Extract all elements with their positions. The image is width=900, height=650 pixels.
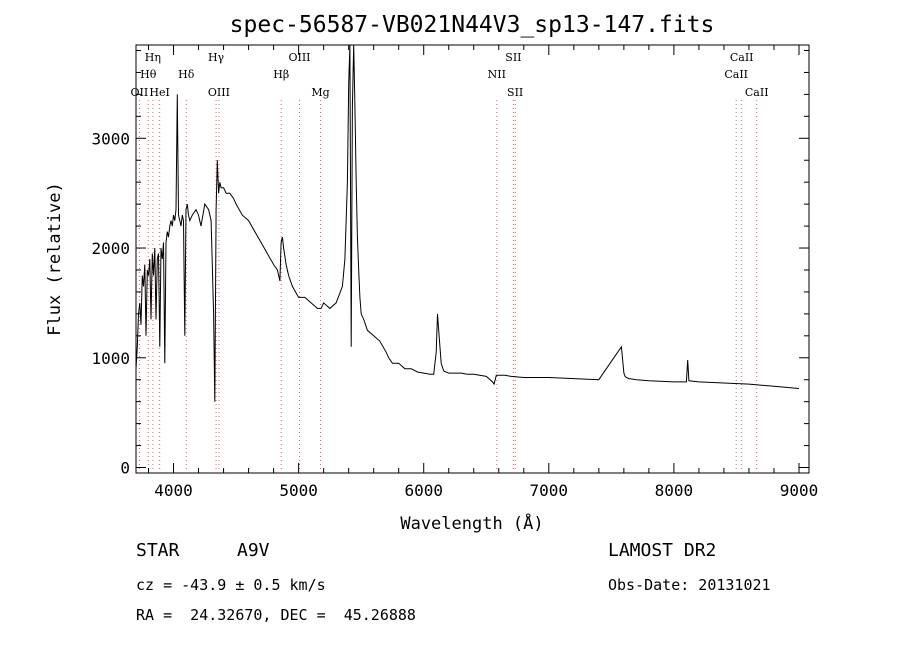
y-tick-label: 3000 — [91, 129, 130, 148]
x-tick-label: 7000 — [530, 481, 569, 500]
axis-ticks: 4000 5000 6000 7000 8000 9000 0 1000 2000 3000 — [91, 45, 818, 500]
marker-label: CaII — [745, 86, 769, 99]
plot-frame — [135, 44, 810, 474]
marker-label: CaII — [724, 68, 748, 81]
survey-name: LAMOST DR2 — [608, 540, 717, 561]
object-subclass: A9V — [237, 540, 270, 561]
y-axis-label: Flux (relative) — [45, 182, 65, 336]
marker-label: HeI — [149, 86, 169, 99]
x-tick-label: 5000 — [279, 481, 318, 500]
obs-date: Obs-Date: 20131021 — [608, 576, 771, 594]
marker-label: CaII — [730, 51, 754, 64]
marker-label: Hδ — [178, 68, 195, 81]
y-tick-label: 2000 — [91, 239, 130, 258]
marker-label: Mg — [311, 86, 329, 99]
marker-label: OIII — [288, 51, 310, 64]
y-tick-label: 0 — [120, 459, 130, 478]
marker-label: Hβ — [273, 68, 289, 81]
spectrum-line — [135, 44, 800, 402]
x-tick-label: 4000 — [154, 481, 193, 500]
x-tick-label: 6000 — [404, 481, 443, 500]
redshift-text: cz = -43.9 ± 0.5 km/s — [136, 576, 326, 594]
coordinates-text: RA = 24.32670, DEC = 45.26888 — [136, 606, 416, 624]
marker-label: Hγ — [208, 51, 225, 64]
chart-title: spec-56587-VB021N44V3_sp13-147.fits — [230, 12, 715, 38]
marker-label: NII — [488, 68, 506, 81]
marker-label: OIII — [208, 86, 230, 99]
x-axis-label: Wavelength (Å) — [400, 512, 543, 534]
marker-label: SII — [507, 86, 523, 99]
marker-label: SII — [505, 51, 521, 64]
marker-label: OII — [131, 86, 149, 99]
y-tick-label: 1000 — [91, 349, 130, 368]
x-tick-label: 8000 — [655, 481, 694, 500]
marker-label: Hη — [145, 51, 161, 64]
marker-label: Hθ — [140, 68, 157, 81]
x-tick-label: 9000 — [780, 481, 819, 500]
object-class: STAR — [136, 540, 180, 561]
